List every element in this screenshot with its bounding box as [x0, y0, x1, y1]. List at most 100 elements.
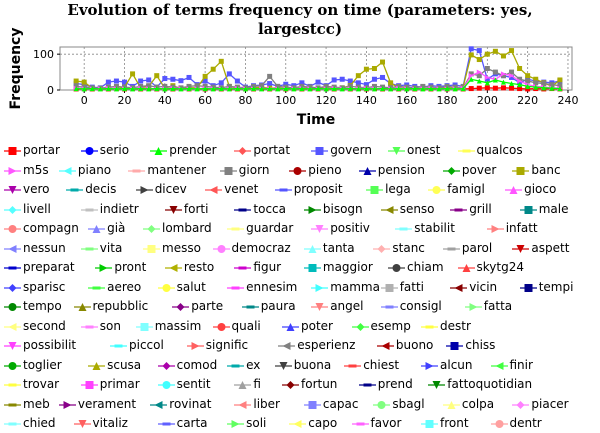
- legend-marker-icon: [110, 344, 127, 348]
- chart-title-line-2: largestcc): [257, 20, 343, 38]
- legend-marker: [279, 188, 288, 192]
- data-point: [162, 76, 168, 82]
- data-point: [73, 86, 79, 92]
- legend-label: govern: [330, 143, 372, 157]
- legend-marker-icon: [88, 361, 106, 370]
- data-point: [541, 81, 547, 87]
- legend-marker: [8, 342, 17, 350]
- data-point: [371, 83, 377, 89]
- data-point: [186, 74, 192, 80]
- data-point: [484, 85, 490, 91]
- legend-label: nessun: [23, 240, 66, 255]
- legend-marker-icon: [234, 381, 252, 389]
- legend-marker: [8, 322, 17, 331]
- legend-label: guardar: [246, 221, 294, 235]
- data-point: [170, 76, 176, 82]
- legend-marker: [154, 400, 163, 409]
- x-tick-label: 140: [356, 94, 377, 107]
- legend-marker-icon: [4, 342, 21, 350]
- legend-marker-icon: [172, 303, 190, 311]
- legend-label: chiest: [363, 357, 400, 372]
- data-point: [154, 73, 160, 79]
- legend-marker: [140, 186, 149, 194]
- data-point: [396, 86, 402, 92]
- legend-label: massim: [154, 318, 202, 333]
- legend-label: scusa: [107, 357, 142, 372]
- x-tick-label: 0: [81, 94, 88, 107]
- legend-marker-icon: [135, 186, 153, 194]
- legend-label: proposit: [293, 182, 343, 196]
- data-point: [323, 86, 329, 92]
- legend-marker: [8, 244, 17, 253]
- data-point: [339, 86, 345, 92]
- data-point: [484, 51, 490, 57]
- data-point: [226, 86, 232, 92]
- legend-marker: [377, 400, 386, 409]
- legend-marker: [231, 420, 240, 428]
- data-point: [371, 86, 377, 92]
- legend-label: fi: [253, 377, 261, 391]
- data-point: [275, 86, 281, 92]
- legend-label: favor: [370, 416, 402, 430]
- legend-label: messo: [162, 240, 201, 255]
- x-tick-label: 160: [396, 94, 417, 107]
- data-point: [178, 86, 184, 92]
- legend-marker: [63, 166, 72, 175]
- data-point: [476, 85, 482, 91]
- data-point: [194, 83, 200, 89]
- y-tick-label: 100: [33, 48, 54, 61]
- legend-marker: [363, 383, 372, 387]
- legend-label: chiam: [407, 260, 444, 274]
- x-tick-label: 220: [517, 94, 538, 107]
- legend-label: positiv: [330, 221, 370, 235]
- legend-marker-icon: [4, 383, 21, 387]
- data-point: [186, 86, 192, 92]
- legend-marker-icon: [373, 244, 391, 253]
- legend-marker: [370, 186, 379, 194]
- data-point: [476, 57, 482, 63]
- legend-marker-icon: [241, 305, 259, 309]
- legend-label: colpa: [461, 396, 495, 411]
- legend-label: front: [440, 416, 469, 430]
- legend-label: buono: [395, 338, 434, 352]
- data-point: [420, 83, 426, 89]
- data-point: [138, 78, 144, 84]
- data-point: [525, 73, 531, 79]
- data-point: [380, 74, 386, 80]
- legend-marker: [385, 283, 394, 292]
- legend-marker-icon: [234, 208, 252, 211]
- legend-marker-icon: [450, 283, 468, 292]
- legend-label: grill: [469, 201, 492, 216]
- legend-label: portat: [253, 143, 291, 157]
- legend-label: finir: [509, 357, 533, 372]
- legend-marker-icon: [4, 166, 21, 175]
- legend-label: prender: [169, 143, 217, 157]
- legend-marker-icon: [4, 205, 21, 214]
- legend-marker: [385, 205, 394, 214]
- legend-marker-icon: [234, 266, 252, 270]
- x-tick-label: 100: [275, 94, 296, 107]
- legend-marker-icon: [303, 205, 321, 214]
- legend-label: repubblic: [92, 299, 149, 313]
- legend-label: trovar: [23, 377, 60, 391]
- legend-marker-icon: [311, 283, 329, 292]
- legend-marker-icon: [157, 422, 175, 426]
- legend-marker-icon: [164, 264, 182, 272]
- legend-marker: [279, 361, 288, 370]
- legend-marker: [516, 244, 525, 253]
- legend-marker: [495, 361, 503, 370]
- legend-marker-icon: [421, 325, 438, 328]
- legend-marker-icon: [212, 244, 230, 253]
- legend-marker: [447, 166, 456, 175]
- data-point: [517, 78, 523, 84]
- data-point: [162, 86, 168, 92]
- legend-label: stabilit: [414, 221, 455, 235]
- legend-label: portar: [23, 143, 60, 157]
- legend-marker-icon: [303, 244, 321, 253]
- data-point: [178, 78, 184, 84]
- legend-label: salut: [176, 279, 206, 294]
- legend-marker: [377, 244, 386, 253]
- legend-marker: [315, 303, 324, 311]
- data-point: [533, 76, 539, 82]
- legend-label: sentit: [176, 377, 211, 391]
